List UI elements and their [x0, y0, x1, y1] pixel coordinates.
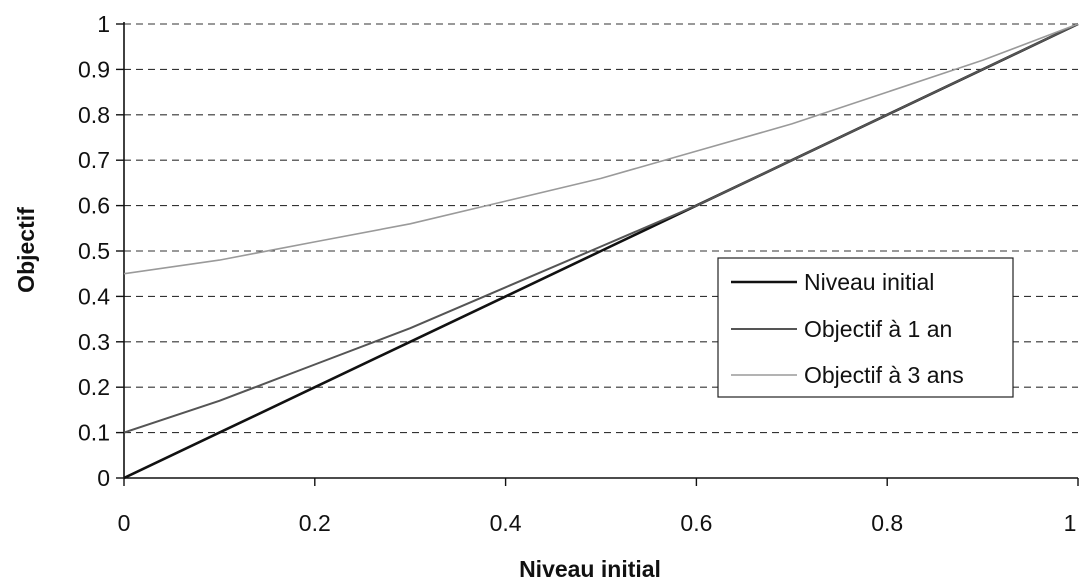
legend-entry-niveau-initial: Niveau initial — [731, 269, 934, 295]
legend: Niveau initial Objectif à 1 an Objectif … — [717, 257, 1014, 398]
x-tick-label: 0.2 — [299, 510, 331, 536]
y-tick-label: 0.3 — [78, 329, 110, 355]
x-tick-label: 1 — [1064, 510, 1077, 536]
y-tick-label: 0.8 — [78, 102, 110, 128]
x-tick-label: 0.8 — [871, 510, 903, 536]
y-axis-title: Objectif — [13, 207, 39, 293]
y-tick-label: 0.9 — [78, 56, 110, 82]
series-layer — [123, 22, 1079, 480]
legend-label-niveau-initial: Niveau initial — [804, 269, 934, 295]
legend-entry-objectif-1-an: Objectif à 1 an — [731, 316, 952, 342]
x-tick-label: 0 — [118, 510, 131, 536]
y-tick-label: 0.4 — [78, 283, 110, 309]
x-axis-title: Niveau initial — [519, 556, 661, 582]
y-tick-label: 0.2 — [78, 374, 110, 400]
x-tick-label: 0.4 — [490, 510, 522, 536]
legend-entry-objectif-3-ans: Objectif à 3 ans — [731, 362, 964, 388]
series-line-objectif-a-3-ans — [123, 23, 1079, 275]
y-tick-label: 0.7 — [78, 147, 110, 173]
y-tick-label: 0.5 — [78, 238, 110, 264]
x-tick-label: 0.6 — [680, 510, 712, 536]
y-tick-label: 1 — [97, 11, 110, 37]
ticks-layer: 0 0.1 0.2 0.3 0.4 0.5 0.6 0.7 0.8 0.9 1 0 0.2 0.4 0.6 0… — [78, 11, 1079, 536]
series-line-objectif-a-1-an — [123, 23, 1079, 434]
y-tick-label: 0.6 — [78, 193, 110, 219]
legend-label-objectif-1-an: Objectif à 1 an — [804, 316, 952, 342]
axes-layer — [123, 22, 1078, 479]
legend-label-objectif-3-ans: Objectif à 3 ans — [804, 362, 964, 388]
y-tick-label: 0 — [97, 465, 110, 491]
y-tick-label: 0.1 — [78, 420, 110, 446]
